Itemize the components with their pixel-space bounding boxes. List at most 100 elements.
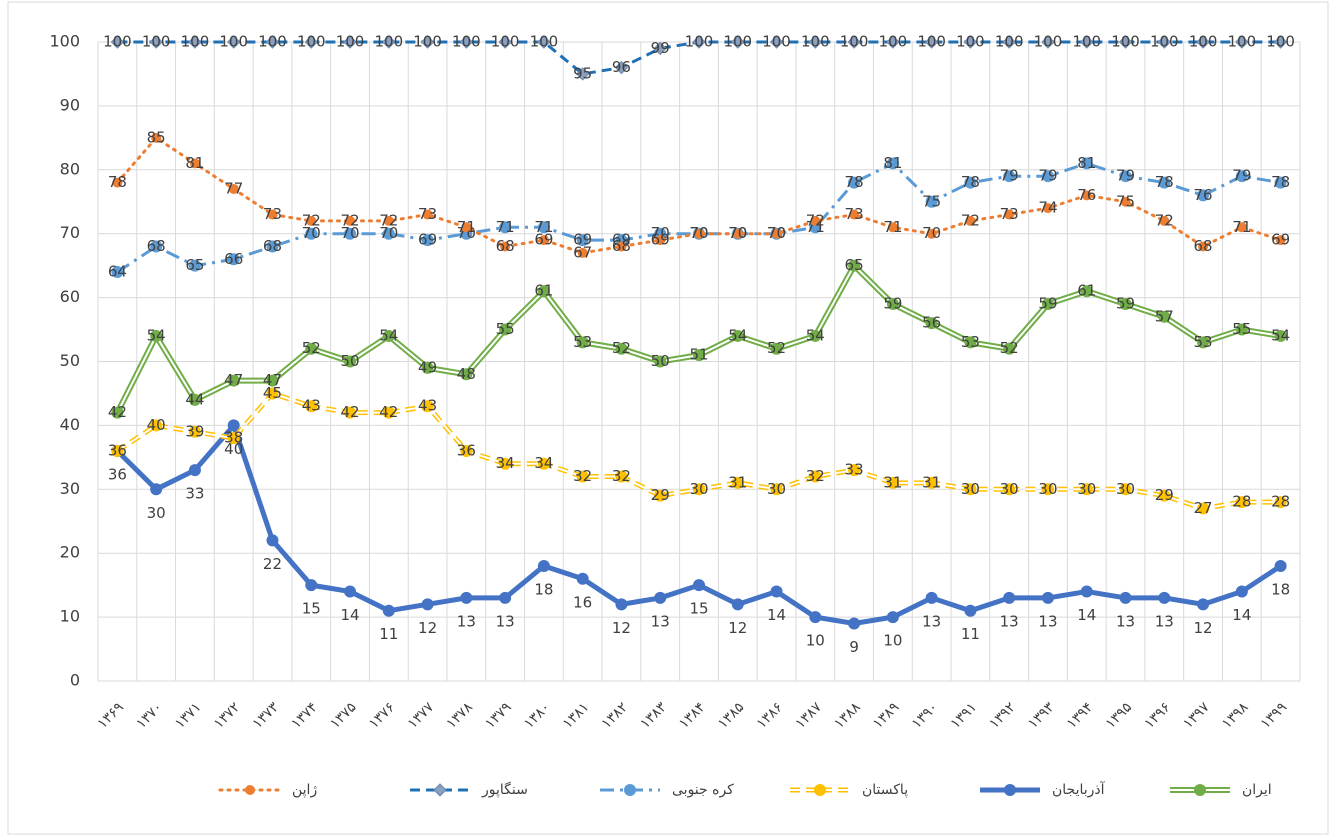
marker xyxy=(420,35,435,49)
marker xyxy=(151,132,162,143)
data-label: 100 xyxy=(685,33,714,51)
legend-label: ژاپن xyxy=(292,782,317,798)
data-label: 68 xyxy=(612,237,631,255)
data-label: 68 xyxy=(263,237,282,255)
marker xyxy=(614,60,629,75)
data-label: 71 xyxy=(534,218,553,236)
data-label: 54 xyxy=(728,326,747,344)
marker xyxy=(1235,496,1248,509)
marker xyxy=(1158,310,1171,323)
marker xyxy=(615,470,628,483)
y-tick-label: 90 xyxy=(60,95,80,114)
data-label: 31 xyxy=(728,473,747,491)
data-label: 85 xyxy=(147,128,166,146)
data-label: 30 xyxy=(767,480,786,498)
data-label: 78 xyxy=(961,173,980,191)
data-label: 29 xyxy=(651,486,670,504)
marker xyxy=(925,476,938,489)
data-label: 10 xyxy=(806,632,825,650)
marker xyxy=(731,476,744,489)
marker xyxy=(1041,35,1055,49)
marker xyxy=(112,177,123,188)
marker xyxy=(1157,35,1171,49)
data-label: 68 xyxy=(496,237,515,255)
data-label: 74 xyxy=(1038,199,1057,217)
marker xyxy=(1080,285,1093,298)
marker xyxy=(1119,483,1132,496)
data-label: 71 xyxy=(457,218,476,236)
marker xyxy=(499,323,512,336)
marker xyxy=(1236,222,1247,233)
data-label: 56 xyxy=(922,314,941,332)
marker xyxy=(1235,35,1249,49)
data-label: 68 xyxy=(1194,237,1213,255)
marker xyxy=(924,35,939,49)
marker xyxy=(460,444,473,457)
data-label: 59 xyxy=(883,294,902,312)
data-label: 33 xyxy=(845,461,864,479)
marker xyxy=(616,241,627,252)
marker xyxy=(576,470,589,483)
data-label: 28 xyxy=(1271,493,1290,511)
data-label: 65 xyxy=(845,256,864,274)
marker xyxy=(653,41,667,56)
data-label: 33 xyxy=(185,485,204,503)
marker xyxy=(537,285,550,298)
marker xyxy=(654,489,667,502)
marker xyxy=(693,349,705,362)
data-label: 18 xyxy=(534,580,553,598)
data-label: 30 xyxy=(1116,480,1135,498)
data-label: 59 xyxy=(1116,294,1135,312)
marker xyxy=(344,227,357,240)
data-label: 54 xyxy=(1271,326,1290,344)
marker xyxy=(421,361,434,374)
data-label: 69 xyxy=(651,231,670,249)
data-label: 54 xyxy=(147,326,166,344)
marker xyxy=(886,297,899,310)
legend-label: آذربایجان xyxy=(1052,781,1106,798)
marker xyxy=(382,406,395,419)
marker xyxy=(1118,35,1133,49)
marker xyxy=(694,228,704,239)
marker xyxy=(770,483,783,496)
data-label: 32 xyxy=(806,467,825,485)
data-label: 72 xyxy=(302,211,321,229)
data-label: 72 xyxy=(379,211,398,229)
data-label: 66 xyxy=(224,250,243,268)
marker xyxy=(537,457,550,470)
data-label: 70 xyxy=(922,224,941,242)
marker xyxy=(344,355,357,368)
marker xyxy=(770,342,783,355)
data-label: 15 xyxy=(689,600,708,618)
marker xyxy=(1041,170,1054,183)
y-tick-label: 100 xyxy=(49,32,80,51)
data-label: 100 xyxy=(1150,33,1179,51)
marker xyxy=(1003,342,1016,355)
data-label: 69 xyxy=(1271,231,1290,249)
data-label: 34 xyxy=(496,454,515,472)
marker xyxy=(1119,591,1132,604)
data-label: 79 xyxy=(1038,167,1057,185)
data-label: 53 xyxy=(961,333,980,351)
marker xyxy=(887,222,898,233)
data-label: 79 xyxy=(1232,167,1251,185)
data-label: 54 xyxy=(379,326,398,344)
marker xyxy=(963,35,978,49)
marker xyxy=(575,67,590,81)
data-label: 12 xyxy=(1194,619,1213,637)
marker xyxy=(1158,489,1171,502)
marker xyxy=(1235,170,1248,183)
marker xyxy=(421,598,434,611)
marker xyxy=(886,611,899,624)
marker xyxy=(576,234,589,247)
marker xyxy=(1041,297,1054,310)
data-label: 100 xyxy=(530,33,559,51)
marker xyxy=(538,235,549,246)
y-tick-label: 30 xyxy=(60,479,80,498)
data-label: 100 xyxy=(801,33,830,51)
data-label: 42 xyxy=(379,403,398,421)
marker xyxy=(498,35,512,49)
marker xyxy=(382,329,395,342)
marker xyxy=(925,195,938,208)
marker xyxy=(769,35,784,49)
